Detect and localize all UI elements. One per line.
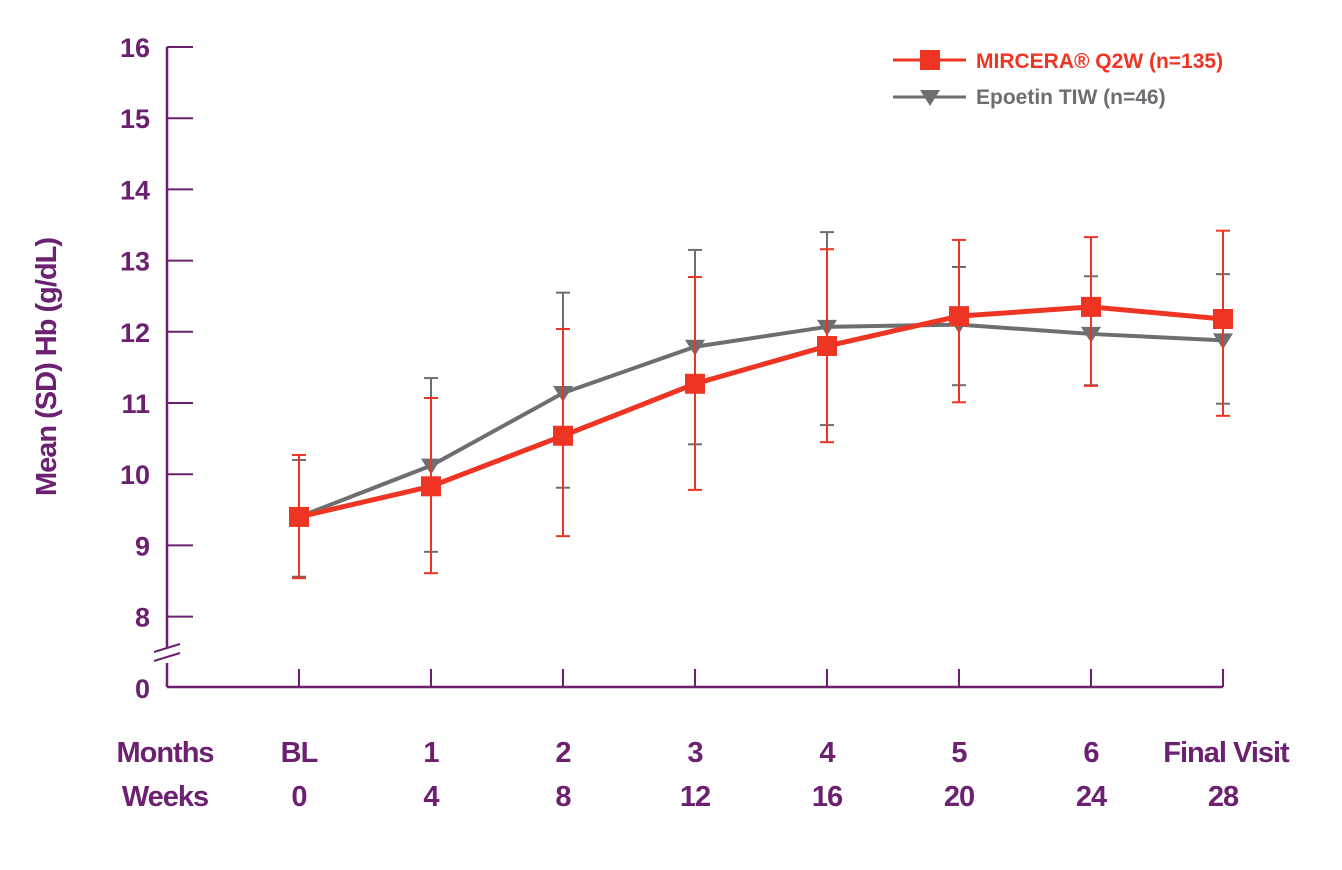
series-line — [298, 322, 1224, 519]
legend-label-epoetin: Epoetin TIW (n=46) — [976, 86, 1166, 109]
x-tick-label-month: 1 — [423, 737, 439, 769]
x-tick-label-month: 2 — [555, 737, 570, 769]
y-tick-label: 16 — [120, 33, 150, 63]
x-tick-label-week: 16 — [812, 781, 843, 813]
y-tick-label: 11 — [121, 389, 150, 419]
data-point-square — [553, 425, 573, 446]
y-tick-label: 12 — [120, 318, 150, 348]
x-tick-label-month: 4 — [819, 737, 835, 769]
data-point-square — [949, 306, 969, 327]
y-tick-label: 8 — [135, 603, 150, 633]
data-point-square — [1213, 308, 1233, 329]
x-tick-label-week: 4 — [423, 781, 439, 813]
data-point-square — [421, 476, 441, 497]
legend-marker-square — [920, 50, 940, 70]
axis-break-mark — [153, 652, 181, 662]
y-tick-label: 13 — [120, 247, 150, 277]
data-point-square — [1081, 296, 1101, 317]
axis-break-mark — [153, 643, 181, 653]
x-tick-label-month: 6 — [1083, 737, 1099, 769]
x-tick-label-week: 0 — [291, 781, 306, 813]
legend-label-mircera: MIRCERA® Q2W (n=135) — [976, 50, 1223, 73]
y-tick-label: 14 — [120, 175, 150, 205]
data-point-square — [817, 336, 837, 357]
x-tick-label-month: Final Visit — [1163, 737, 1290, 769]
series-mircera — [289, 229, 1233, 580]
y-tick-label: 15 — [120, 104, 150, 134]
y-break-label: 0 — [135, 674, 150, 704]
x-tick-label-week: 8 — [555, 781, 571, 813]
x-tick-label-month: 5 — [951, 737, 967, 769]
legend-marker-triangle — [920, 90, 940, 106]
x-row-label-months: Months — [116, 737, 213, 769]
data-point-square — [289, 506, 309, 527]
x-tick-label-month: 3 — [687, 737, 703, 769]
x-tick-label-week: 12 — [680, 781, 710, 813]
x-tick-label-month: BL — [281, 737, 318, 769]
y-axis-label: Mean (SD) Hb (g/dL) — [31, 238, 63, 496]
x-row-label-weeks: Weeks — [122, 781, 208, 813]
data-point-square — [685, 373, 705, 394]
x-tick-label-week: 28 — [1208, 781, 1239, 813]
y-tick-label: 9 — [135, 531, 150, 561]
x-tick-label-week: 20 — [944, 781, 974, 813]
series-line — [298, 304, 1224, 520]
x-tick-label-week: 24 — [1076, 781, 1107, 813]
legend: MIRCERA® Q2W (n=135) Epoetin TIW (n=46) — [893, 50, 1223, 109]
y-tick-label: 10 — [120, 460, 150, 490]
